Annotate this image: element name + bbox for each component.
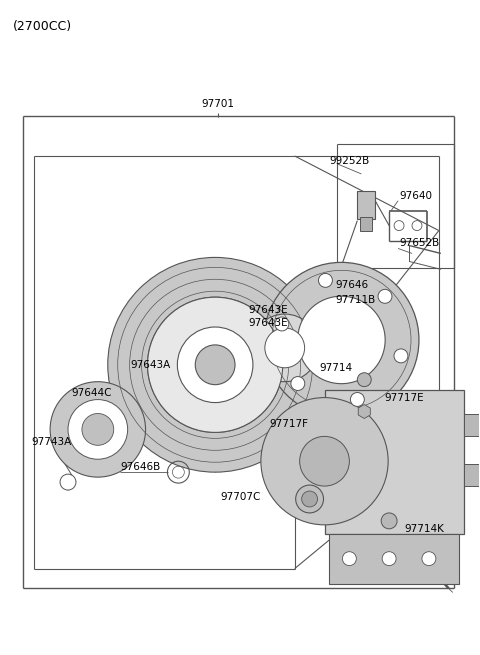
Circle shape [422,552,436,566]
Text: 97701: 97701 [202,100,235,109]
Text: 99252B: 99252B [329,156,370,166]
Circle shape [381,513,397,529]
Circle shape [357,373,371,386]
Circle shape [275,317,289,331]
Circle shape [291,377,305,390]
Text: 97643A: 97643A [131,360,171,370]
Circle shape [265,328,305,367]
Text: 97643E: 97643E [248,318,288,328]
Text: 97717F: 97717F [270,419,309,430]
Bar [360,217,372,231]
Text: 97644C: 97644C [71,388,111,398]
Text: 97714K: 97714K [404,524,444,534]
Circle shape [394,221,404,231]
Bar [464,464,480,486]
Text: 97714: 97714 [320,363,353,373]
Text: 97707C: 97707C [220,492,261,502]
Circle shape [342,552,356,566]
Bar [329,534,459,584]
Text: 97717E: 97717E [384,392,424,403]
Circle shape [412,221,422,231]
Circle shape [68,400,128,459]
Circle shape [382,552,396,566]
Circle shape [319,273,333,288]
Bar [464,415,480,436]
Circle shape [378,290,392,303]
Text: 97646B: 97646B [120,462,161,472]
Circle shape [296,485,324,513]
Circle shape [264,263,419,417]
Circle shape [50,382,145,477]
Circle shape [301,491,318,507]
Circle shape [178,327,253,403]
Circle shape [298,296,385,384]
Text: 97640: 97640 [399,191,432,201]
Circle shape [60,474,76,490]
Text: (2700CC): (2700CC) [13,20,72,33]
Circle shape [350,392,364,407]
Text: 97652B: 97652B [399,238,439,248]
Circle shape [195,345,235,384]
Circle shape [394,349,408,363]
Circle shape [261,398,388,525]
Text: 97743A: 97743A [31,438,72,447]
Bar [357,191,375,219]
Circle shape [82,413,114,445]
Circle shape [147,297,283,432]
Bar [324,390,464,534]
Wedge shape [108,257,323,472]
Circle shape [251,314,319,382]
Circle shape [300,436,349,486]
Text: 97711B: 97711B [336,295,376,305]
Text: 97646: 97646 [336,280,369,290]
Text: 97643E: 97643E [248,305,288,315]
